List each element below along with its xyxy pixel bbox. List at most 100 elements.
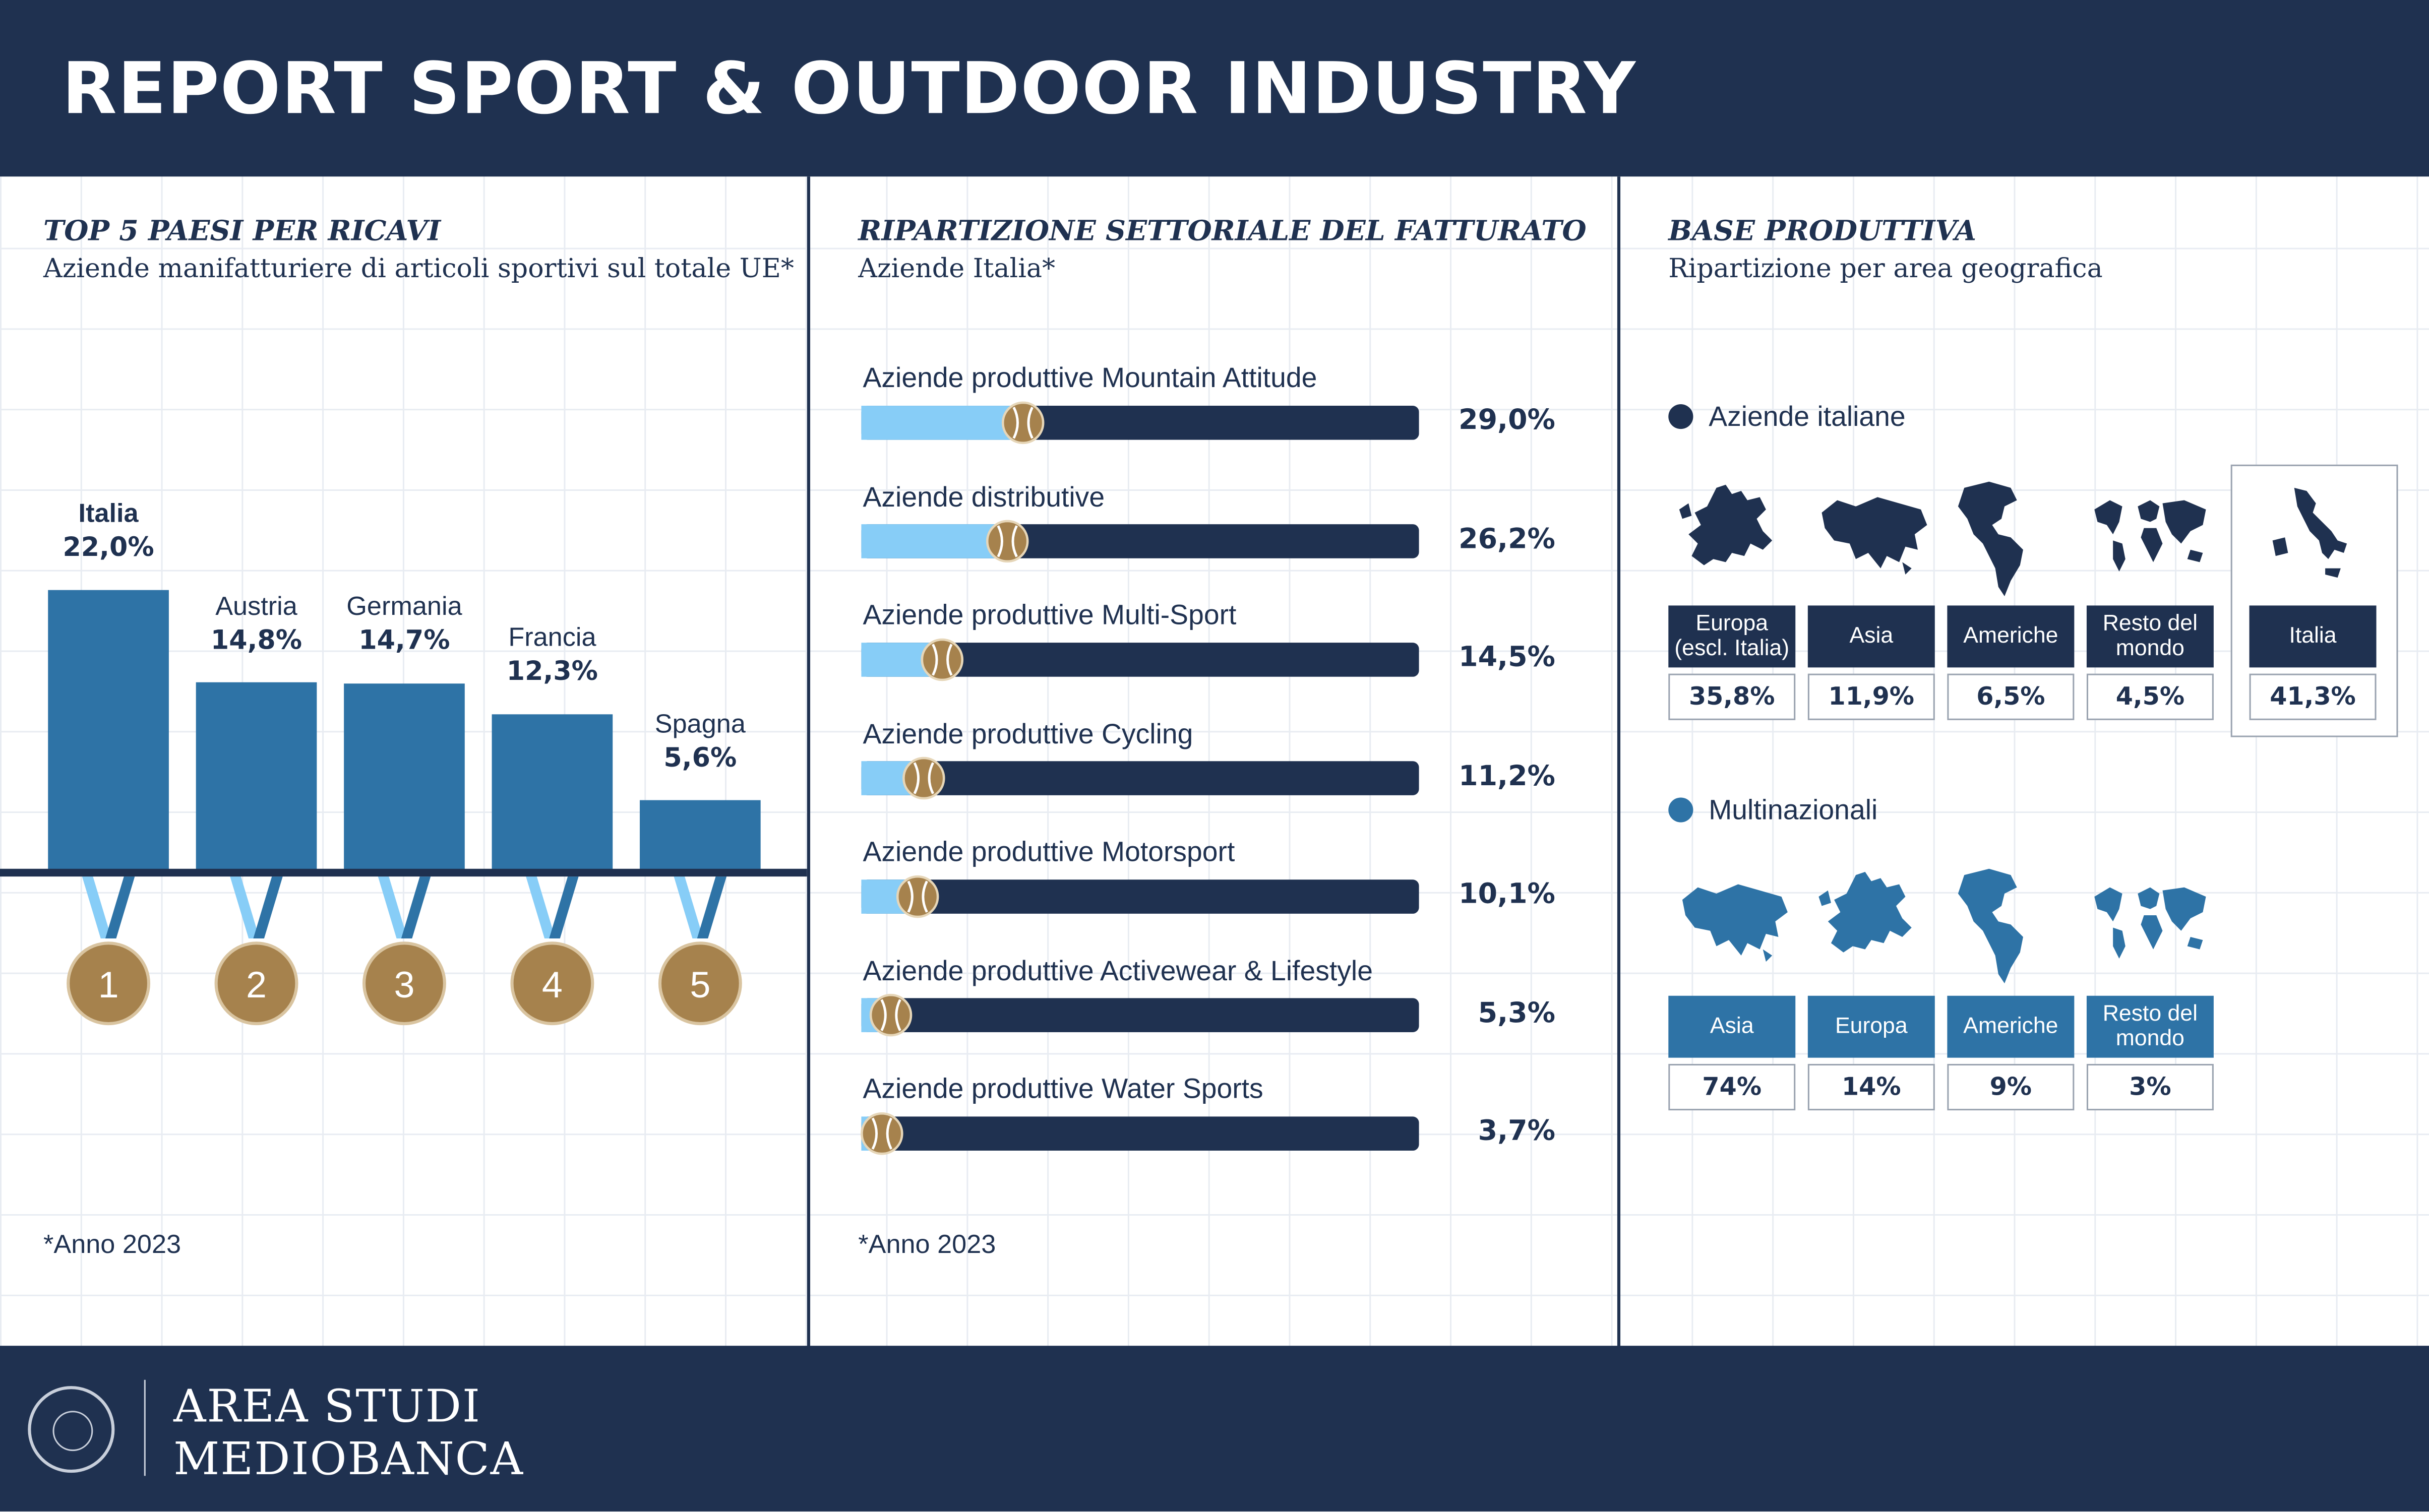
asia-map-icon [1682,884,1788,962]
medal-icon [362,941,446,1026]
ball-icon [896,875,939,918]
ball-seam [871,1117,878,1150]
americas-map-icon [1958,868,2023,984]
medal-ribbon [697,876,727,939]
bar-value-label: 14,8% [210,625,302,656]
panel3-subtitle: Ripartizione per area geografica [1668,254,2103,285]
ball-seam [913,762,920,794]
bar-value-label: 12,3% [506,657,598,688]
ball-seam [928,762,934,794]
medal-ribbon [378,876,408,939]
region-label: Italia [2289,624,2336,649]
bar-track [861,761,1419,795]
world-map-icon [2088,472,2212,596]
americas-map-icon [1949,472,2073,596]
ball-seam [907,880,914,913]
map-shape [2094,500,2206,572]
region-label-line: mondo [2115,636,2184,662]
region-label: Resto del mondo [2103,612,2198,661]
ball-seam [997,525,1003,557]
ball-icon [869,993,913,1037]
region-percent: 3% [2086,1063,2214,1111]
panel2-footnote: *Anno 2023 [858,1229,996,1259]
panel-divider [807,176,811,1348]
medal-ribbon [230,876,260,939]
world-map-icon [2094,500,2206,572]
map-shape [1818,871,1912,953]
bar-category-label: Italia [78,498,139,528]
panel1-title: TOP 5 PAESI PER RICAVI [43,215,441,248]
region-percent: 41,3% [2249,673,2377,720]
region-label: Americhe [1963,624,2058,649]
sector-label: Aziende produttive Activewear & Lifestyl… [863,955,1373,986]
bar-value-label: 14,7% [358,626,450,658]
ball-icon [921,638,964,681]
bar-fill [861,524,1008,558]
medal-rank: 4 [542,964,563,1005]
bar-value-label: 5,6% [663,742,737,774]
bar-label: Italia 22,0% [31,497,186,565]
legend-label: Aziende italiane [1709,401,1906,432]
europe-map-icon [1679,484,1773,565]
brand-line-2: MEDIOBANCA [173,1432,524,1485]
ball-icon [902,757,945,800]
ball-icon [986,520,1029,563]
sector-label: Aziende produttive Water Sports [863,1073,1263,1104]
americas-map-icon [1958,481,2023,596]
panel-divider [1617,176,1621,1348]
panel2-title: RIPARTIZIONE SETTORIALE DEL FATTURATO [858,215,1587,248]
brand-line-1: AREA STUDI [173,1379,481,1433]
region-percent: 74% [1668,1063,1796,1111]
region-label: Americhe [1963,1015,2058,1039]
ball-icon [1001,401,1045,445]
europe-map-icon [1818,871,1912,953]
region-percent: 9% [1947,1063,2075,1111]
baseline [0,868,807,877]
medal-ribbon [549,876,579,939]
region-label-line: Europa [1835,1014,1908,1039]
bar-track [861,879,1419,914]
medal-icon [510,941,594,1026]
bar-label: Austria 14,8% [179,589,334,657]
bar-label: Spagna 5,6% [623,707,777,775]
medal-ribbon [526,876,556,939]
legend-dot-icon [1668,404,1693,429]
region-label-line: (escl. Italia) [1674,636,1790,662]
sector-bar-chart [861,401,1419,1155]
map-shape [1679,484,1773,565]
region-percent: 11,9% [1807,673,1935,720]
sector-label: Aziende produttive Multi-Sport [863,599,1237,631]
region-label-box: Europa [1807,995,1935,1058]
panel1-footnote: *Anno 2023 [43,1229,181,1259]
region-label-line: Americhe [1963,624,2058,649]
ball-seam [1027,407,1034,439]
region-label-line: Resto del [2102,1002,2198,1027]
sector-value: 26,2% [1459,523,1555,555]
ball-seam [895,999,901,1031]
footer-divider [144,1379,146,1476]
panel2-subtitle: Aziende Italia* [858,254,1056,285]
mediobanca-seal-icon [28,1386,115,1473]
region-label: Europa [1835,1015,1908,1039]
region-label-line: Resto del [2102,611,2198,637]
bar-label: Germania 14,7% [327,591,481,659]
medal-rank: 5 [690,964,710,1005]
asia-map-icon [1809,472,1933,596]
sector-value: 10,1% [1459,878,1555,911]
legend-label: Multinazionali [1709,794,1878,826]
region-label-line: Asia [1710,1014,1754,1039]
asia-map-icon [1821,497,1927,575]
world-map-icon [2094,887,2206,959]
europe-map-icon [1809,859,1933,983]
region-label: Resto del mondo [2103,1002,2198,1051]
sector-value: 14,5% [1459,641,1555,674]
ball-seam [880,999,887,1031]
medal-icon [67,941,151,1026]
europe-map-icon [1670,472,1794,596]
sector-value: 29,0% [1459,404,1555,437]
legend-italian-companies: Aziende italiane [1668,401,1906,434]
region-label-line: Italia [2289,624,2337,649]
region-percent: 14% [1807,1063,1935,1111]
region-label-line: Europa [1695,611,1769,637]
medal-ribbon [105,876,135,939]
